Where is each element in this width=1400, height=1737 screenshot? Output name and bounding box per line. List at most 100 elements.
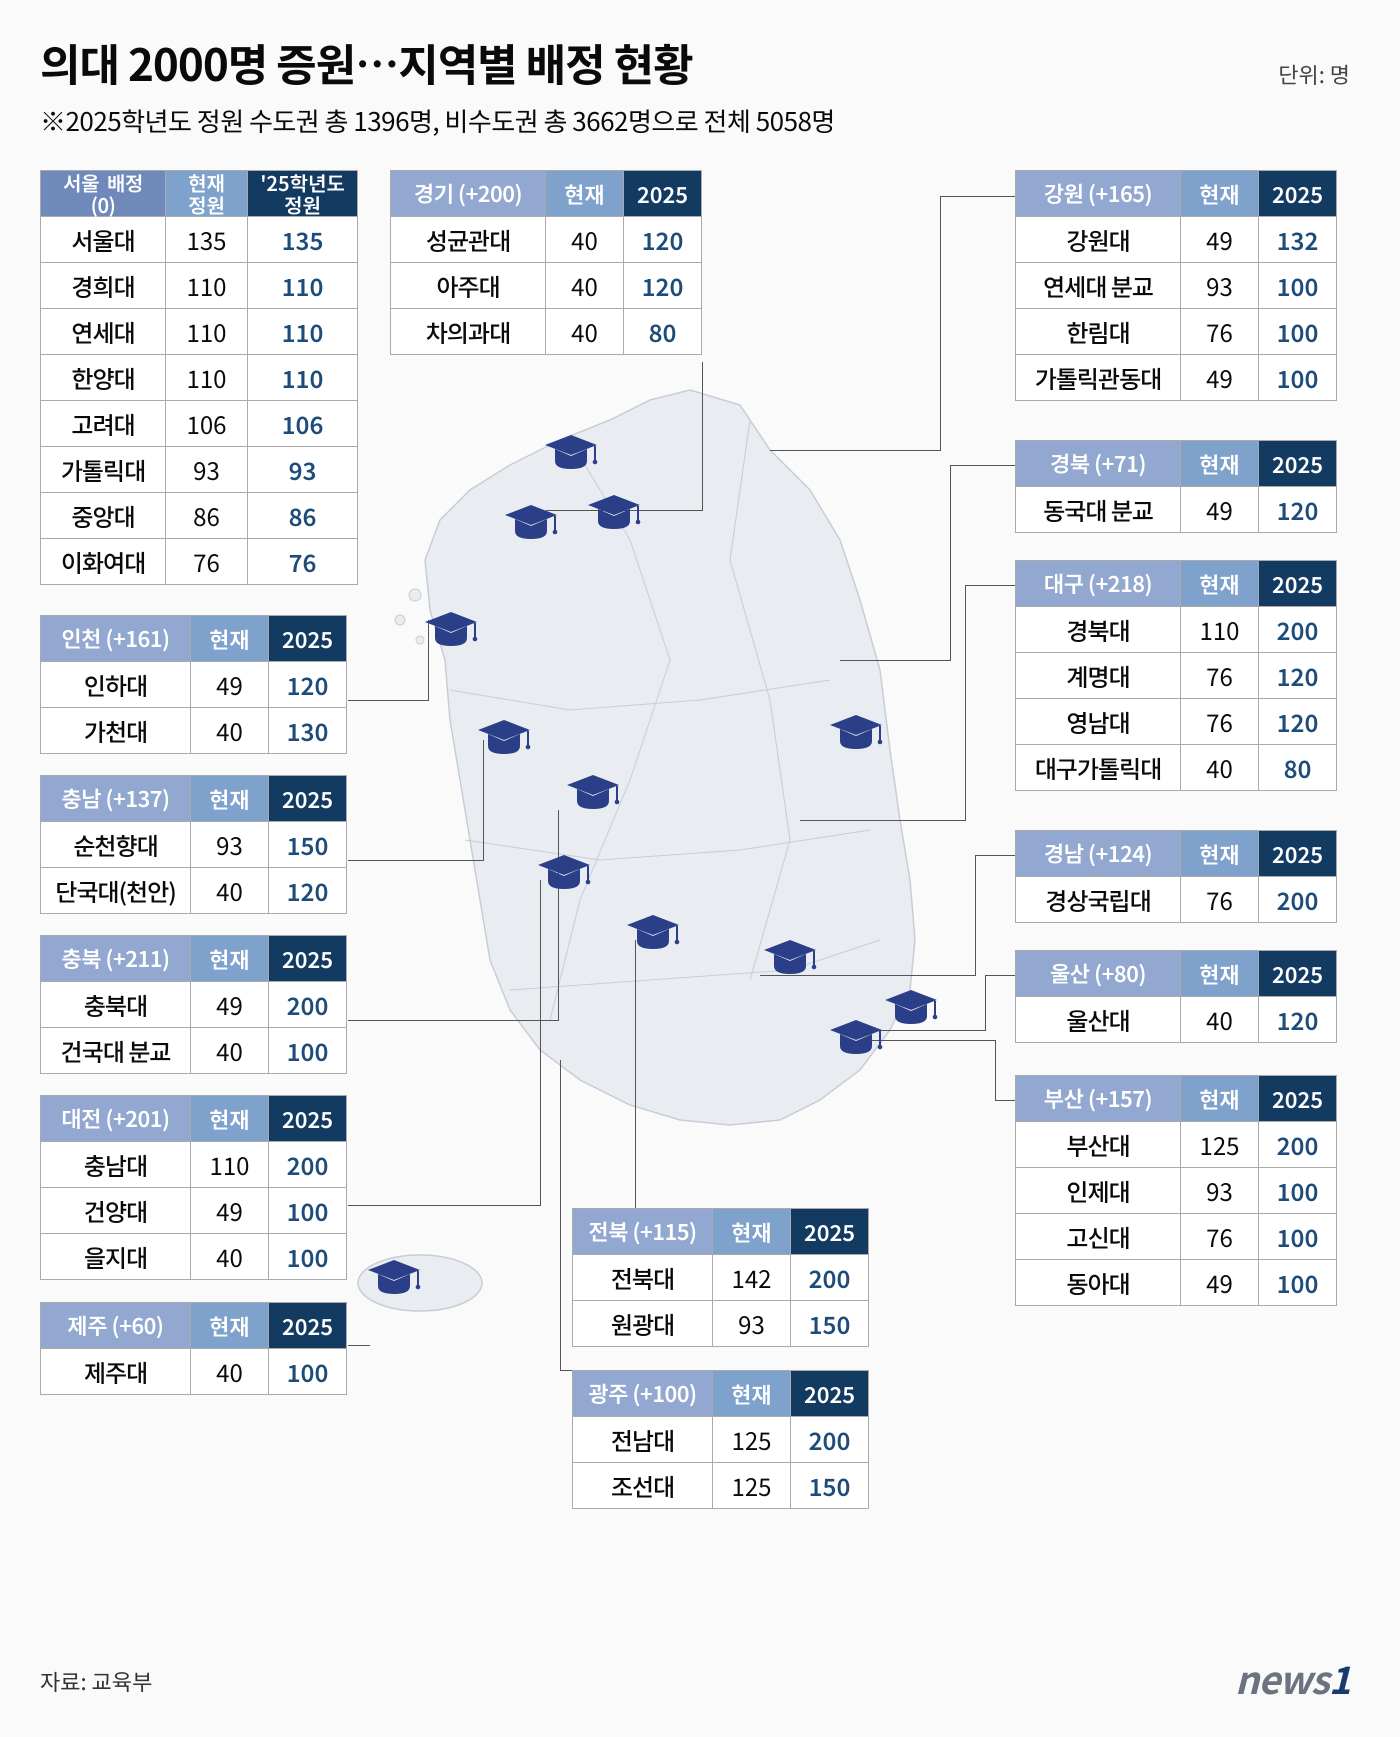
col-current: 현재 <box>1181 831 1259 877</box>
col-current: 현재 <box>191 936 269 982</box>
col-2025: 2025 <box>1259 441 1337 487</box>
col-current: 현재 <box>1181 1076 1259 1122</box>
col-2025: 2025 <box>791 1209 869 1255</box>
connector-line <box>985 975 986 1030</box>
logo-text: news <box>1235 1650 1329 1705</box>
current-value: 93 <box>191 822 269 868</box>
future-value: 120 <box>1259 997 1337 1043</box>
col-2025: 2025 <box>791 1371 869 1417</box>
school-name: 영남대 <box>1016 699 1181 745</box>
current-value: 40 <box>1181 745 1259 791</box>
region-gyeongbuk: 경북 (+71)현재2025동국대 분교49120 <box>1015 440 1337 533</box>
region-name: 대구 (+218) <box>1016 561 1181 607</box>
table-row: 경상국립대76200 <box>1016 877 1337 923</box>
graduation-cap-icon <box>538 855 594 895</box>
region-ulsan: 울산 (+80)현재2025울산대40120 <box>1015 950 1337 1043</box>
connector-line <box>950 465 951 660</box>
current-value: 110 <box>166 263 248 309</box>
table-row: 가천대40130 <box>41 708 347 754</box>
graduation-cap-icon <box>567 775 623 815</box>
current-value: 135 <box>166 217 248 263</box>
future-value: 150 <box>269 822 347 868</box>
col-2025: 2025 <box>1259 831 1337 877</box>
region-name: 강원 (+165) <box>1016 171 1181 217</box>
connector-line <box>348 1205 540 1206</box>
current-value: 93 <box>166 447 248 493</box>
school-name: 가천대 <box>41 708 191 754</box>
region-seoul: 서울 배정(0)현재정원'25학년도정원서울대135135경희대110110연세… <box>40 170 358 585</box>
region-name: 서울 배정(0) <box>41 171 166 217</box>
current-value: 76 <box>166 539 248 585</box>
region-chungnam: 충남 (+137)현재2025순천향대93150단국대(천안)40120 <box>40 775 347 914</box>
page-title: 의대 2000명 증원…지역별 배정 현황 <box>40 30 1360 94</box>
table-row: 강원대49132 <box>1016 217 1337 263</box>
future-value: 132 <box>1259 217 1337 263</box>
table-row: 충남대110200 <box>41 1142 347 1188</box>
current-value: 49 <box>1181 355 1259 401</box>
school-name: 건국대 분교 <box>41 1028 191 1074</box>
region-name: 제주 (+60) <box>41 1303 191 1349</box>
current-value: 125 <box>713 1463 791 1509</box>
graduation-cap-icon <box>505 505 561 545</box>
future-value: 200 <box>1259 877 1337 923</box>
future-value: 100 <box>1259 1214 1337 1260</box>
region-gyeonggi: 경기 (+200)현재2025성균관대40120아주대40120차의과대4080 <box>390 170 702 355</box>
region-name: 대전 (+201) <box>41 1096 191 1142</box>
table-row: 대구가톨릭대4080 <box>1016 745 1337 791</box>
current-value: 125 <box>1181 1122 1259 1168</box>
table-row: 인제대93100 <box>1016 1168 1337 1214</box>
table-row: 전북대142200 <box>573 1255 869 1301</box>
current-value: 76 <box>1181 653 1259 699</box>
future-value: 120 <box>1259 487 1337 533</box>
current-value: 110 <box>191 1142 269 1188</box>
connector-line <box>840 660 951 661</box>
table-row: 중앙대8686 <box>41 493 358 539</box>
col-current: 현재 <box>191 1096 269 1142</box>
table-row: 아주대40120 <box>391 263 702 309</box>
region-name: 충북 (+211) <box>41 936 191 982</box>
connector-line <box>985 975 1015 976</box>
future-value: 200 <box>1259 1122 1337 1168</box>
school-name: 인하대 <box>41 662 191 708</box>
table-row: 전남대125200 <box>573 1417 869 1463</box>
table-row: 경희대110110 <box>41 263 358 309</box>
region-jeju: 제주 (+60)현재2025제주대40100 <box>40 1302 347 1395</box>
table-row: 고려대106106 <box>41 401 358 447</box>
graduation-cap-icon <box>425 612 481 652</box>
col-2025: 2025 <box>269 616 347 662</box>
table-row: 순천향대93150 <box>41 822 347 868</box>
future-value: 106 <box>248 401 358 447</box>
school-name: 성균관대 <box>391 217 546 263</box>
table-row: 원광대93150 <box>573 1301 869 1347</box>
region-daegu: 대구 (+218)현재2025경북대110200계명대76120영남대76120… <box>1015 560 1337 791</box>
region-gwangju: 광주 (+100)현재2025전남대125200조선대125150 <box>572 1370 869 1509</box>
school-name: 연세대 분교 <box>1016 263 1181 309</box>
region-jeonbuk: 전북 (+115)현재2025전북대142200원광대93150 <box>572 1208 869 1347</box>
current-value: 93 <box>713 1301 791 1347</box>
school-name: 동국대 분교 <box>1016 487 1181 533</box>
school-name: 서울대 <box>41 217 166 263</box>
region-name: 전북 (+115) <box>573 1209 713 1255</box>
table-row: 경북대110200 <box>1016 607 1337 653</box>
future-value: 200 <box>1259 607 1337 653</box>
region-name: 광주 (+100) <box>573 1371 713 1417</box>
table-row: 차의과대4080 <box>391 309 702 355</box>
school-name: 가톨릭관동대 <box>1016 355 1181 401</box>
current-value: 142 <box>713 1255 791 1301</box>
school-name: 가톨릭대 <box>41 447 166 493</box>
current-value: 49 <box>191 662 269 708</box>
col-2025: 2025 <box>269 936 347 982</box>
col-2025: 2025 <box>1259 1076 1337 1122</box>
school-name: 전남대 <box>573 1417 713 1463</box>
connector-line <box>348 860 483 861</box>
school-name: 원광대 <box>573 1301 713 1347</box>
future-value: 100 <box>1259 263 1337 309</box>
school-name: 경북대 <box>1016 607 1181 653</box>
table-row: 계명대76120 <box>1016 653 1337 699</box>
graduation-cap-icon <box>368 1260 424 1300</box>
school-name: 대구가톨릭대 <box>1016 745 1181 791</box>
table-row: 제주대40100 <box>41 1349 347 1395</box>
school-name: 순천향대 <box>41 822 191 868</box>
future-value: 100 <box>1259 1168 1337 1214</box>
source-label: 자료: 교육부 <box>40 1665 152 1697</box>
